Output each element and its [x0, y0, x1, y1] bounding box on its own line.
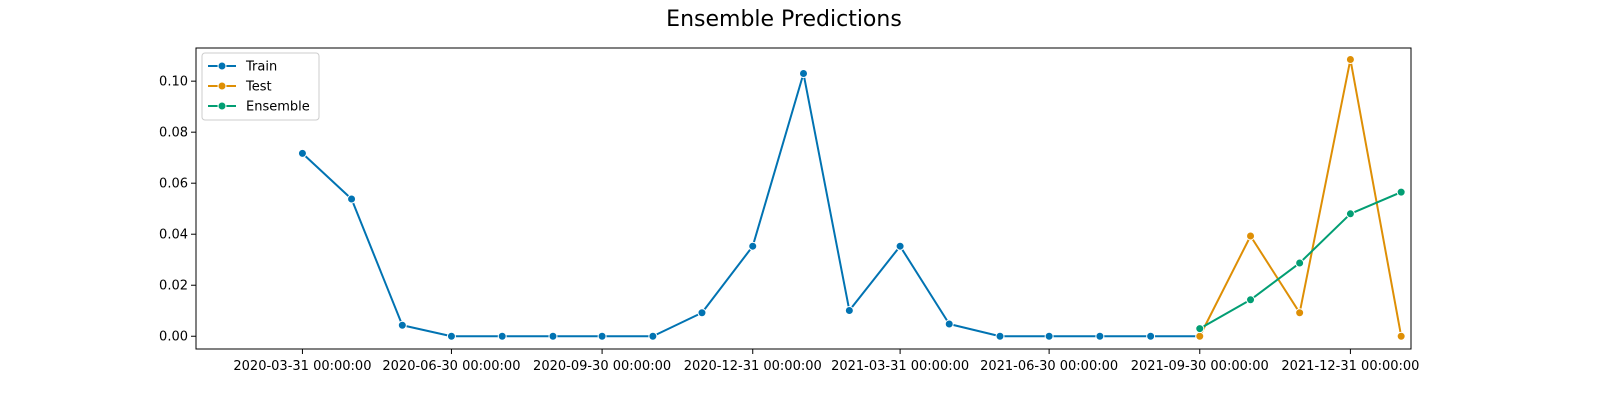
plot-area	[195, 47, 1412, 350]
data-point-train	[297, 148, 307, 158]
x-tick-label: 2021-12-31 00:00:00	[1281, 359, 1419, 374]
data-point-train	[548, 331, 558, 341]
data-point-train	[697, 308, 707, 318]
data-point-ensemble	[1246, 295, 1256, 305]
legend-item-test: Test	[208, 80, 272, 95]
data-point-train	[1095, 331, 1105, 341]
y-tick-label: 0.10	[159, 75, 188, 90]
x-tick-label: 2021-09-30 00:00:00	[1131, 359, 1269, 374]
x-tick-label: 2021-06-30 00:00:00	[980, 359, 1118, 374]
data-point-test	[1246, 231, 1256, 241]
data-point-ensemble	[1295, 258, 1305, 268]
x-tick-label: 2020-12-31 00:00:00	[684, 359, 822, 374]
data-point-test	[1345, 54, 1355, 64]
data-point-ensemble	[1396, 187, 1406, 197]
data-point-ensemble	[1345, 209, 1355, 219]
data-point-train	[748, 241, 758, 251]
legend-swatch-marker	[217, 81, 227, 91]
x-axis: 2020-03-31 00:00:00 2020-06-30 00:00:00 20…	[233, 349, 1419, 374]
legend-box	[201, 52, 320, 121]
data-point-train	[799, 69, 808, 79]
legend: Train Test Ensemble	[201, 52, 320, 121]
data-point-train	[648, 331, 658, 341]
data-point-train	[497, 331, 507, 341]
series-line-train	[301, 72, 1200, 338]
y-axis: 0.00 0.02 0.04 0.06 0.08 0.10	[159, 75, 196, 345]
data-point-train	[844, 305, 854, 315]
data-point-train	[895, 241, 905, 251]
data-point-train	[347, 194, 357, 204]
y-tick-label: 0.00	[159, 330, 188, 345]
data-point-test	[1195, 331, 1205, 341]
chart-title: Ensemble Predictions	[666, 7, 902, 32]
x-tick-label: 2021-03-31 00:00:00	[831, 359, 969, 374]
y-tick-label: 0.02	[159, 279, 188, 294]
legend-label: Train	[245, 60, 277, 75]
series-train	[297, 69, 1205, 341]
data-point-train	[397, 320, 407, 330]
legend-swatch-marker	[217, 61, 227, 71]
legend-swatch-marker	[217, 101, 227, 111]
series-ensemble	[1195, 187, 1406, 334]
data-point-train	[446, 331, 456, 341]
data-point-train	[1044, 331, 1054, 341]
series-test	[1195, 54, 1406, 341]
data-point-train	[995, 331, 1005, 341]
series-line-test	[1198, 58, 1403, 337]
legend-item-train: Train	[208, 60, 277, 75]
y-tick-label: 0.04	[159, 228, 188, 243]
x-tick-label: 2020-06-30 00:00:00	[382, 359, 520, 374]
x-tick-label: 2020-03-31 00:00:00	[233, 359, 371, 374]
x-tick-label: 2020-09-30 00:00:00	[533, 359, 671, 374]
data-point-ensemble	[1195, 324, 1205, 334]
y-tick-label: 0.06	[159, 177, 188, 192]
data-point-train	[597, 331, 607, 341]
series-layer	[297, 54, 1406, 341]
legend-label: Test	[245, 80, 272, 95]
data-point-train	[1146, 331, 1156, 341]
y-tick-label: 0.08	[159, 126, 188, 141]
legend-item-ensemble: Ensemble	[208, 100, 310, 115]
legend-label: Ensemble	[246, 100, 310, 115]
data-point-test	[1295, 308, 1305, 318]
data-point-test	[1396, 331, 1406, 341]
data-point-train	[944, 319, 954, 329]
